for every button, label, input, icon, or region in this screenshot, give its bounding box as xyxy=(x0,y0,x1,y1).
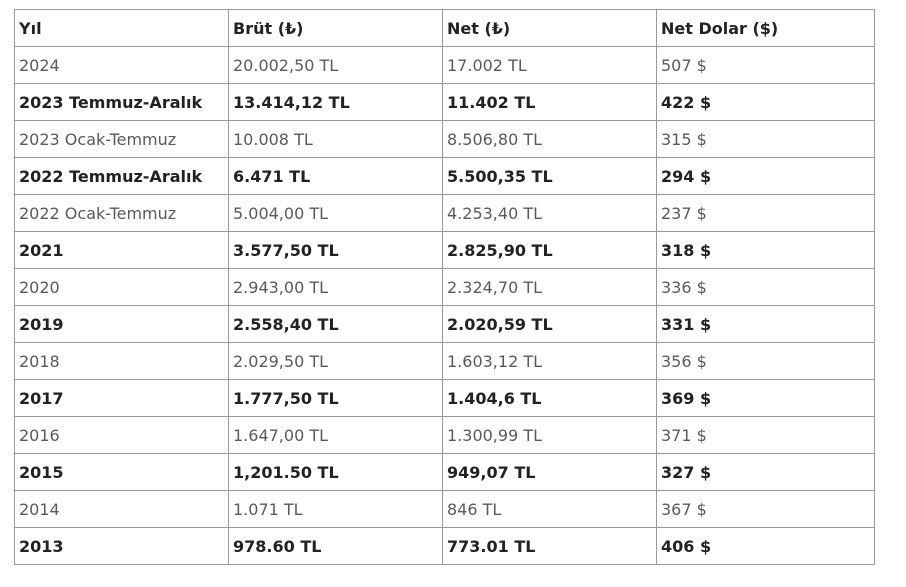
table-body: 2024 20.002,50 TL 17.002 TL 507 $2023 Temmu… xyxy=(14,46,875,565)
table-row: 2023 Ocak-Temmuz 10.008 TL 8.506,80 TL 315 … xyxy=(14,120,875,158)
table-row: 2021 3.577,50 TL 2.825,90 TL 318 $ xyxy=(14,231,875,269)
cell-net: 2.825,90 TL xyxy=(442,231,657,269)
header-net: Net (₺) xyxy=(442,9,657,47)
cell-gross: 1.777,50 TL xyxy=(228,379,443,417)
table-row: 2020 2.943,00 TL 2.324,70 TL 336 $ xyxy=(14,268,875,306)
cell-net-dollar: 315 $ xyxy=(656,120,875,158)
cell-year: 2022 Ocak-Temmuz xyxy=(14,194,229,232)
cell-net-dollar: 367 $ xyxy=(656,490,875,528)
cell-gross: 1.071 TL xyxy=(228,490,443,528)
cell-net-dollar: 336 $ xyxy=(656,268,875,306)
cell-year: 2016 xyxy=(14,416,229,454)
cell-net: 17.002 TL xyxy=(442,46,657,84)
cell-net-dollar: 371 $ xyxy=(656,416,875,454)
header-net-dollar: Net Dolar ($) xyxy=(656,9,875,47)
cell-net-dollar: 331 $ xyxy=(656,305,875,343)
table-header-row: Yıl Brüt (₺) Net (₺) Net Dolar ($) xyxy=(14,9,875,47)
header-gross: Brüt (₺) xyxy=(228,9,443,47)
cell-gross: 2.943,00 TL xyxy=(228,268,443,306)
cell-net: 5.500,35 TL xyxy=(442,157,657,195)
cell-year: 2024 xyxy=(14,46,229,84)
cell-net-dollar: 356 $ xyxy=(656,342,875,380)
cell-year: 2019 xyxy=(14,305,229,343)
cell-gross: 2.558,40 TL xyxy=(228,305,443,343)
cell-year: 2023 Ocak-Temmuz xyxy=(14,120,229,158)
cell-year: 2023 Temmuz-Aralık xyxy=(14,83,229,121)
cell-year: 2017 xyxy=(14,379,229,417)
cell-net: 1.300,99 TL xyxy=(442,416,657,454)
cell-net-dollar: 318 $ xyxy=(656,231,875,269)
cell-net: 11.402 TL xyxy=(442,83,657,121)
cell-gross: 10.008 TL xyxy=(228,120,443,158)
cell-net: 8.506,80 TL xyxy=(442,120,657,158)
table-row: 2022 Ocak-Temmuz 5.004,00 TL 4.253,40 TL 23… xyxy=(14,194,875,232)
cell-gross: 20.002,50 TL xyxy=(228,46,443,84)
table-row: 2015 1,201.50 TL 949,07 TL 327 $ xyxy=(14,453,875,491)
cell-gross: 5.004,00 TL xyxy=(228,194,443,232)
cell-net-dollar: 327 $ xyxy=(656,453,875,491)
cell-net-dollar: 237 $ xyxy=(656,194,875,232)
table-row: 2023 Temmuz-Aralık 13.414,12 TL 11.402 TL 4… xyxy=(14,83,875,121)
cell-net-dollar: 507 $ xyxy=(656,46,875,84)
cell-gross: 13.414,12 TL xyxy=(228,83,443,121)
cell-net: 773.01 TL xyxy=(442,527,657,565)
cell-year: 2020 xyxy=(14,268,229,306)
table-row: 2019 2.558,40 TL 2.020,59 TL 331 $ xyxy=(14,305,875,343)
cell-net: 4.253,40 TL xyxy=(442,194,657,232)
table-row: 2018 2.029,50 TL 1.603,12 TL 356 $ xyxy=(14,342,875,380)
cell-net: 2.020,59 TL xyxy=(442,305,657,343)
cell-net-dollar: 406 $ xyxy=(656,527,875,565)
cell-gross: 1,201.50 TL xyxy=(228,453,443,491)
cell-year: 2018 xyxy=(14,342,229,380)
cell-net-dollar: 422 $ xyxy=(656,83,875,121)
cell-net: 846 TL xyxy=(442,490,657,528)
cell-net: 1.404,6 TL xyxy=(442,379,657,417)
cell-year: 2015 xyxy=(14,453,229,491)
cell-gross: 1.647,00 TL xyxy=(228,416,443,454)
cell-net-dollar: 294 $ xyxy=(656,157,875,195)
cell-net: 949,07 TL xyxy=(442,453,657,491)
cell-net: 2.324,70 TL xyxy=(442,268,657,306)
cell-net: 1.603,12 TL xyxy=(442,342,657,380)
cell-year: 2014 xyxy=(14,490,229,528)
table-row: 2017 1.777,50 TL 1.404,6 TL 369 $ xyxy=(14,379,875,417)
table-row: 2022 Temmuz-Aralık 6.471 TL 5.500,35 TL 294… xyxy=(14,157,875,195)
cell-year: 2013 xyxy=(14,527,229,565)
cell-net-dollar: 369 $ xyxy=(656,379,875,417)
table-row: 2013 978.60 TL 773.01 TL 406 $ xyxy=(14,527,875,565)
table-row: 2016 1.647,00 TL 1.300,99 TL 371 $ xyxy=(14,416,875,454)
wage-table-container: Yıl Brüt (₺) Net (₺) Net Dolar ($) 2024 2… xyxy=(14,9,875,565)
table-row: 2024 20.002,50 TL 17.002 TL 507 $ xyxy=(14,46,875,84)
cell-gross: 2.029,50 TL xyxy=(228,342,443,380)
cell-year: 2022 Temmuz-Aralık xyxy=(14,157,229,195)
header-year: Yıl xyxy=(14,9,229,47)
table-row: 2014 1.071 TL 846 TL 367 $ xyxy=(14,490,875,528)
cell-gross: 3.577,50 TL xyxy=(228,231,443,269)
cell-gross: 978.60 TL xyxy=(228,527,443,565)
cell-gross: 6.471 TL xyxy=(228,157,443,195)
wage-table: Yıl Brüt (₺) Net (₺) Net Dolar ($) 2024 2… xyxy=(14,9,875,565)
cell-year: 2021 xyxy=(14,231,229,269)
